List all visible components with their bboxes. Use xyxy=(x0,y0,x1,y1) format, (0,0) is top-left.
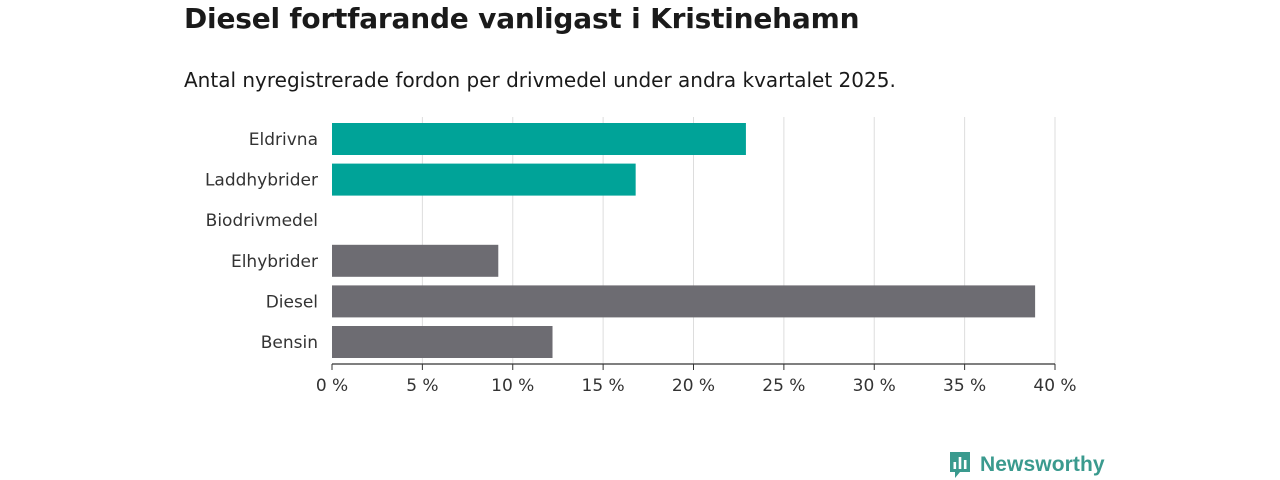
grid-lines xyxy=(421,117,1056,364)
chart-subtitle: Antal nyregistrerade fordon per drivmede… xyxy=(184,68,896,92)
brand-logo: Newsworthy xyxy=(948,450,1105,480)
x-tick-label: 5 % xyxy=(406,376,438,396)
x-tick-label: 40 % xyxy=(1033,376,1076,396)
bars xyxy=(332,123,1036,358)
chart-title: Diesel fortfarande vanligast i Kristineh… xyxy=(184,2,860,35)
bar-elhybrider xyxy=(332,244,499,277)
category-label: Eldrivna xyxy=(249,130,318,150)
category-labels: Eldrivna Laddhybrider Biodrivmedel Elhybrid… xyxy=(205,130,318,353)
x-tick-label: 25 % xyxy=(762,376,805,396)
x-tick-label: 10 % xyxy=(491,376,534,396)
bar-laddhybrider xyxy=(332,163,636,196)
x-tick-label: 15 % xyxy=(582,376,625,396)
brand-name: Newsworthy xyxy=(980,453,1105,476)
x-tick-label: 35 % xyxy=(943,376,986,396)
x-tick-label: 20 % xyxy=(672,376,715,396)
x-axis: 0 % 5 % 10 % 15 % 20 % 25 % 30 % 35 % 40 % xyxy=(316,363,1077,396)
bar-eldrivna xyxy=(332,123,746,155)
category-label: Bensin xyxy=(261,333,318,353)
bar-diesel xyxy=(332,285,1036,318)
x-tick-label: 0 % xyxy=(316,376,348,396)
category-label: Elhybrider xyxy=(231,252,318,272)
x-tick-label: 30 % xyxy=(853,376,896,396)
category-label: Biodrivmedel xyxy=(206,211,318,231)
category-label: Diesel xyxy=(266,292,318,312)
newsworthy-logo-icon xyxy=(950,452,970,478)
category-label: Laddhybrider xyxy=(205,171,318,191)
bar-bensin xyxy=(332,326,553,358)
